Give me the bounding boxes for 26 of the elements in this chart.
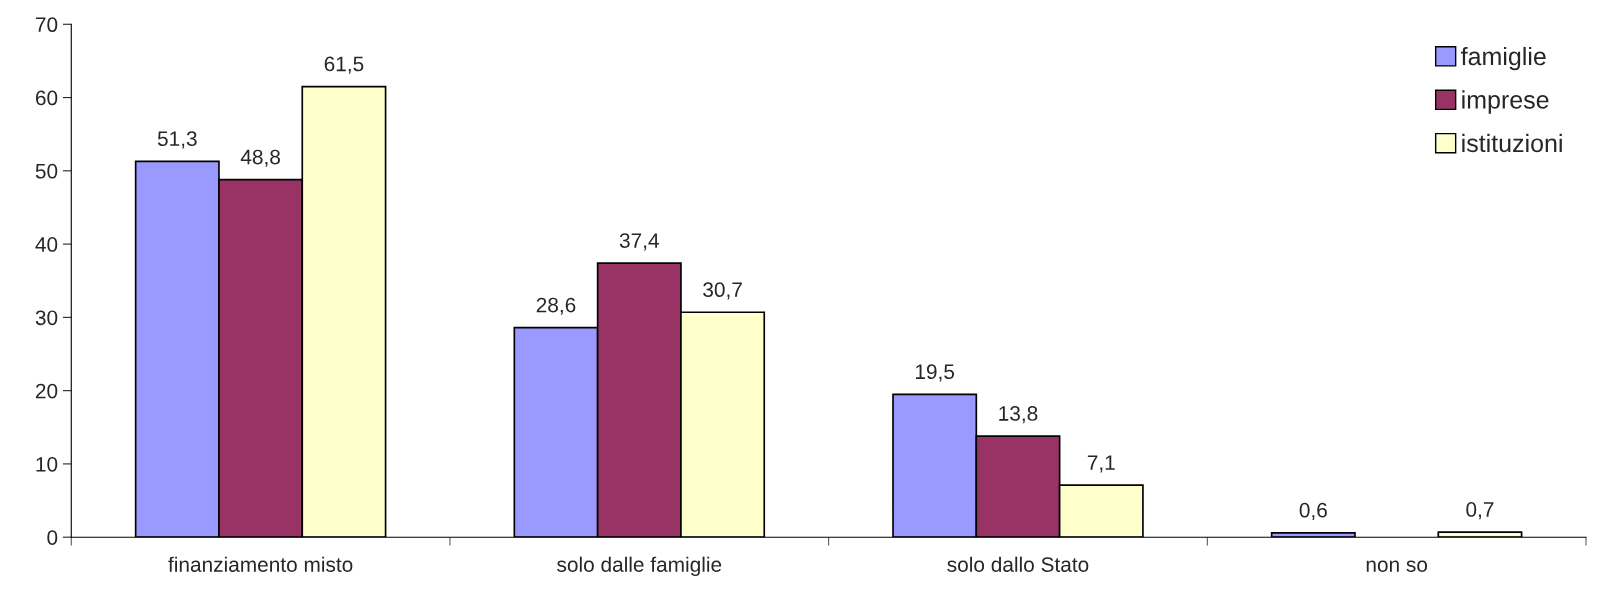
data-label: 48,8 xyxy=(240,149,280,167)
x-tick-label: finanziamento misto xyxy=(168,556,353,572)
data-label: 13,8 xyxy=(999,406,1038,424)
y-tick-label: 60 xyxy=(35,90,58,106)
x-tick-label: solo dallo Stato xyxy=(947,556,1089,572)
y-tick-label: 40 xyxy=(35,237,58,252)
legend-label: imprese xyxy=(1462,90,1549,114)
data-label: 0,7 xyxy=(1466,502,1494,520)
data-label: 37,4 xyxy=(619,233,659,251)
x-tick-label: solo dalle famiglie xyxy=(557,556,722,577)
x-tick-label: non so xyxy=(1366,560,1428,572)
data-label: 19,5 xyxy=(915,364,955,382)
data-label: 30,7 xyxy=(703,282,742,300)
data-label: 61,5 xyxy=(324,56,364,74)
data-label: 0,6 xyxy=(1299,502,1327,521)
data-label: 7,1 xyxy=(1087,455,1115,473)
data-label: 51,3 xyxy=(157,131,197,149)
y-tick-label: 20 xyxy=(35,383,58,399)
y-tick-label: 0 xyxy=(47,530,58,545)
y-tick-label: 70 xyxy=(35,17,58,33)
y-tick-label: 10 xyxy=(36,456,58,472)
data-label: 28,6 xyxy=(536,297,576,315)
y-tick-label: 30 xyxy=(35,310,58,326)
legend-label: istituzioni xyxy=(1462,133,1562,153)
legend-label: famiglie xyxy=(1461,46,1546,71)
y-tick-label: 50 xyxy=(35,163,58,179)
